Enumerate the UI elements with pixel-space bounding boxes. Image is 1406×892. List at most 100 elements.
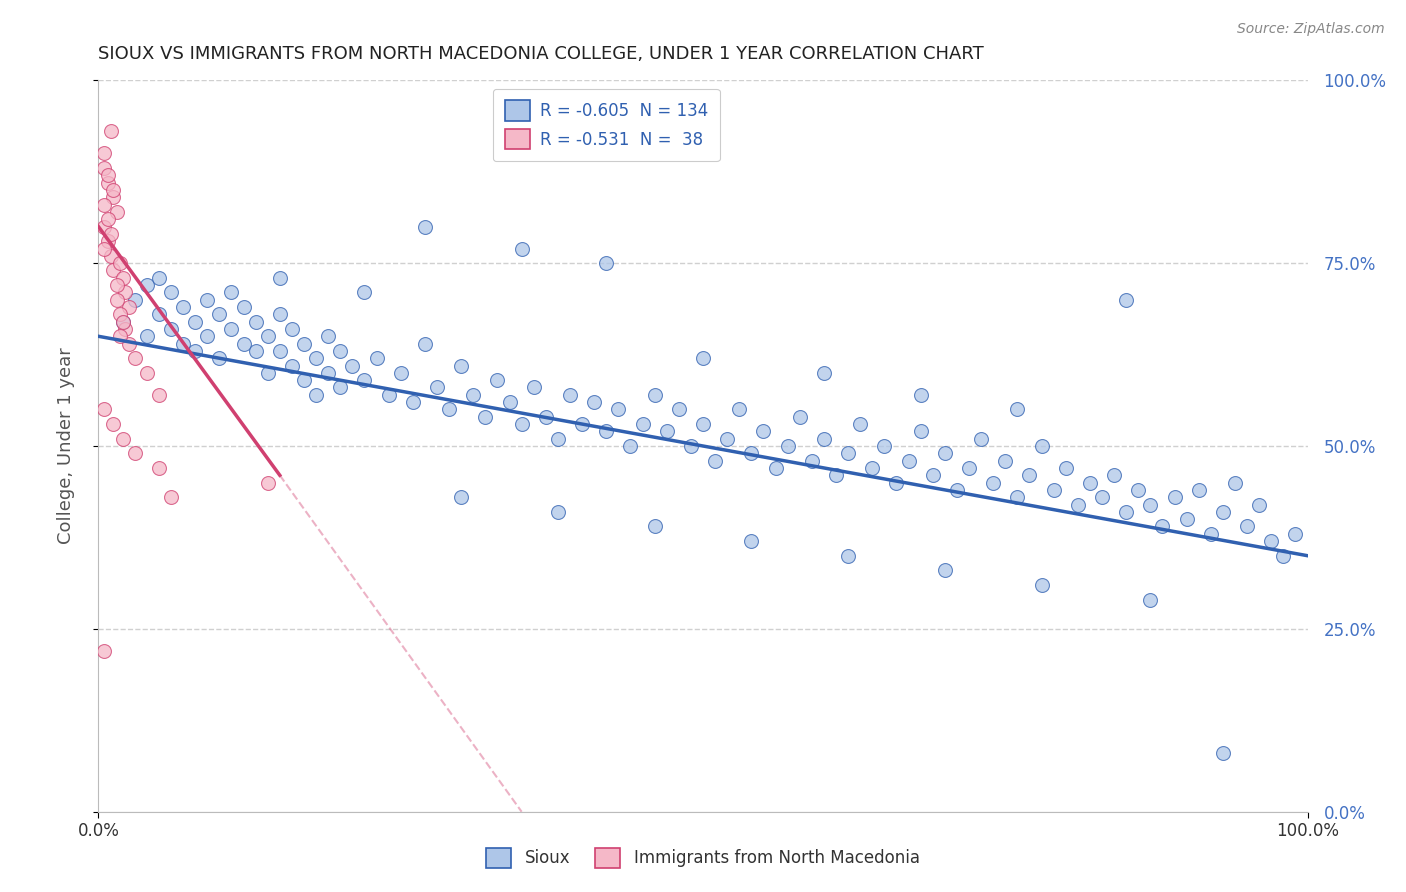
Point xyxy=(1139,592,1161,607)
Point xyxy=(886,475,908,490)
Point xyxy=(97,169,120,183)
Point xyxy=(97,234,120,248)
Point xyxy=(957,461,980,475)
Point xyxy=(148,270,170,285)
Point xyxy=(970,432,993,446)
Point xyxy=(1236,519,1258,533)
Point xyxy=(800,453,823,467)
Point xyxy=(93,161,115,175)
Point xyxy=(486,373,509,387)
Point xyxy=(1212,746,1234,760)
Point xyxy=(1054,461,1077,475)
Legend: R = -0.605  N = 134, R = -0.531  N =  38: R = -0.605 N = 134, R = -0.531 N = 38 xyxy=(494,88,720,161)
Point xyxy=(595,425,617,439)
Point xyxy=(571,417,593,431)
Point xyxy=(93,197,115,211)
Point xyxy=(269,270,291,285)
Point xyxy=(1139,498,1161,512)
Point xyxy=(292,336,315,351)
Point xyxy=(172,336,194,351)
Point xyxy=(114,322,136,336)
Point xyxy=(837,446,859,460)
Point xyxy=(1260,534,1282,549)
Point xyxy=(860,461,883,475)
Point xyxy=(1007,490,1029,504)
Point xyxy=(668,402,690,417)
Point xyxy=(595,256,617,270)
Point xyxy=(135,278,157,293)
Point xyxy=(547,432,569,446)
Point xyxy=(93,402,115,417)
Point xyxy=(498,395,520,409)
Point xyxy=(111,270,134,285)
Point xyxy=(256,329,278,343)
Point xyxy=(1223,475,1246,490)
Point xyxy=(135,366,157,380)
Point xyxy=(245,343,267,358)
Point xyxy=(292,373,315,387)
Point xyxy=(105,293,128,307)
Point xyxy=(1188,483,1211,497)
Point xyxy=(740,446,762,460)
Point xyxy=(583,395,606,409)
Point xyxy=(100,227,122,241)
Point xyxy=(534,409,557,424)
Point xyxy=(450,359,472,373)
Point xyxy=(558,388,581,402)
Point xyxy=(523,380,546,394)
Point xyxy=(111,315,134,329)
Point xyxy=(921,468,943,483)
Point xyxy=(93,146,115,161)
Point xyxy=(101,190,124,204)
Point xyxy=(160,322,183,336)
Point xyxy=(655,425,678,439)
Point xyxy=(232,336,254,351)
Point xyxy=(547,505,569,519)
Point xyxy=(101,183,124,197)
Point xyxy=(97,212,120,227)
Point xyxy=(221,285,243,300)
Point xyxy=(148,307,170,321)
Point xyxy=(776,439,799,453)
Point xyxy=(135,329,157,343)
Point xyxy=(607,402,630,417)
Point xyxy=(100,249,122,263)
Point xyxy=(101,263,124,277)
Point xyxy=(195,293,218,307)
Point xyxy=(644,388,666,402)
Point xyxy=(160,285,183,300)
Point xyxy=(124,293,146,307)
Point xyxy=(1175,512,1198,526)
Point xyxy=(269,307,291,321)
Point xyxy=(704,453,727,467)
Point xyxy=(981,475,1004,490)
Point xyxy=(245,315,267,329)
Point xyxy=(1115,505,1137,519)
Point xyxy=(692,417,714,431)
Point xyxy=(510,417,533,431)
Point xyxy=(510,242,533,256)
Y-axis label: College, Under 1 year: College, Under 1 year xyxy=(56,348,75,544)
Point xyxy=(752,425,775,439)
Point xyxy=(1078,475,1101,490)
Point xyxy=(1018,468,1040,483)
Point xyxy=(269,343,291,358)
Point xyxy=(619,439,641,453)
Point xyxy=(1212,505,1234,519)
Point xyxy=(402,395,425,409)
Point xyxy=(160,490,183,504)
Point xyxy=(837,549,859,563)
Point xyxy=(934,563,956,577)
Point xyxy=(813,366,835,380)
Point xyxy=(897,453,920,467)
Point xyxy=(413,336,436,351)
Point xyxy=(105,278,128,293)
Point xyxy=(789,409,811,424)
Point xyxy=(934,446,956,460)
Point xyxy=(118,336,141,351)
Point xyxy=(184,343,207,358)
Point xyxy=(631,417,654,431)
Point xyxy=(148,461,170,475)
Point xyxy=(765,461,787,475)
Point xyxy=(100,124,122,138)
